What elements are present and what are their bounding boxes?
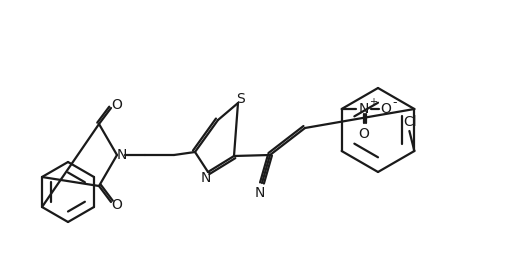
Text: -: - (392, 97, 397, 110)
Text: N: N (358, 102, 369, 116)
Text: Cl: Cl (403, 115, 417, 129)
Text: N: N (201, 171, 211, 185)
Text: O: O (112, 198, 122, 212)
Text: N: N (117, 148, 127, 162)
Text: N: N (255, 186, 265, 200)
Text: S: S (236, 92, 245, 106)
Text: O: O (380, 102, 391, 116)
Text: O: O (112, 98, 122, 112)
Text: +: + (369, 97, 377, 107)
Text: O: O (358, 127, 369, 141)
